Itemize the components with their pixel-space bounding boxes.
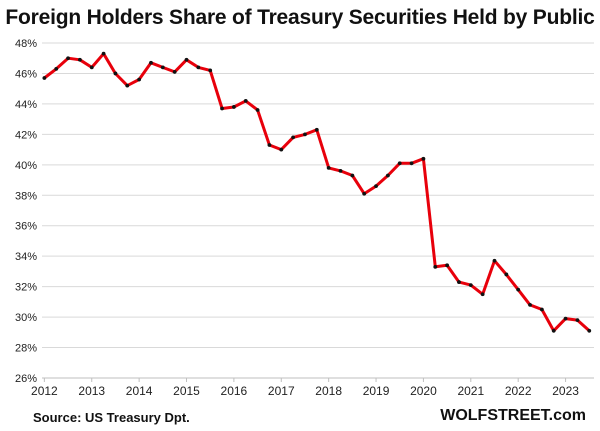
data-point [303,132,307,137]
data-point [575,318,580,323]
y-tick-label: 26% [15,373,37,385]
x-axis-ticks: 2012 2013 2014 2015 2016 2017 2018 2019 2020 2021… [31,378,579,398]
data-point [172,70,177,74]
data-point [457,280,461,284]
y-tick-label: 40% [15,160,37,172]
data-point [255,108,260,112]
data-point [362,191,367,196]
data-point [149,60,153,65]
series-layer [42,51,592,333]
series-line [42,52,591,333]
data-point [220,106,224,111]
x-tick-label: 2015 [173,384,200,398]
data-point [137,77,142,82]
y-tick-label: 36% [15,221,37,233]
data-point [551,328,556,333]
x-tick-label: 2022 [505,384,532,398]
x-tick-label: 2013 [78,384,105,398]
data-point [445,263,450,268]
y-tick-label: 42% [15,129,37,141]
data-point [160,65,165,70]
data-point [54,66,59,71]
data-point [539,307,544,312]
data-point [563,316,568,321]
data-point [397,161,402,166]
x-tick-label: 2014 [126,384,153,398]
y-tick-label: 28% [15,343,37,355]
data-point [338,169,343,173]
gridlines [42,42,594,379]
x-tick-label: 2017 [268,384,295,398]
data-point [587,328,592,333]
x-tick-label: 2018 [315,384,342,398]
y-tick-label: 34% [15,251,37,263]
data-point [208,68,213,73]
data-point [243,98,248,103]
x-tick-label: 2019 [363,384,390,398]
y-tick-label: 30% [15,312,37,324]
x-tick-label: 2023 [552,384,579,398]
data-point [374,184,378,189]
data-point [421,156,426,161]
data-point [279,147,284,152]
data-point [409,161,414,166]
data-point [89,65,94,70]
x-tick-label: 2016 [221,384,248,398]
y-tick-label: 44% [15,99,37,111]
data-point [125,83,130,88]
source-note: Source: US Treasury Dpt. [33,410,190,425]
y-tick-label: 32% [15,282,37,294]
data-point [314,127,319,132]
data-point [267,143,272,147]
y-tick-label: 48% [15,38,37,50]
data-point [433,264,438,269]
data-point [516,287,521,292]
y-axis-ticks: 26% 28% 30% 32% 34% 36% 38% 40% 42% 44% 46% 48% [15,38,37,385]
x-tick-label: 2012 [31,384,58,398]
y-tick-label: 38% [15,190,37,202]
data-point [480,292,485,297]
data-point [78,57,82,62]
x-tick-label: 2020 [410,384,437,398]
chart-title: Foreign Holders Share of Treasury Securi… [5,6,595,29]
data-point [42,76,47,80]
data-point [492,258,497,263]
data-point [291,135,296,140]
data-point [350,173,355,178]
data-point [184,57,189,62]
data-point [66,56,70,61]
x-tick-label: 2021 [457,384,484,398]
data-point [504,272,509,277]
data-point [385,173,390,178]
data-point [231,105,236,109]
data-point [528,303,532,307]
data-point [196,65,201,70]
brand-logo-text: WOLFSTREET.com [440,407,586,424]
y-tick-label: 46% [15,68,37,80]
data-point [468,283,473,288]
data-point [113,71,118,76]
data-point [326,165,331,170]
data-point [101,51,106,56]
